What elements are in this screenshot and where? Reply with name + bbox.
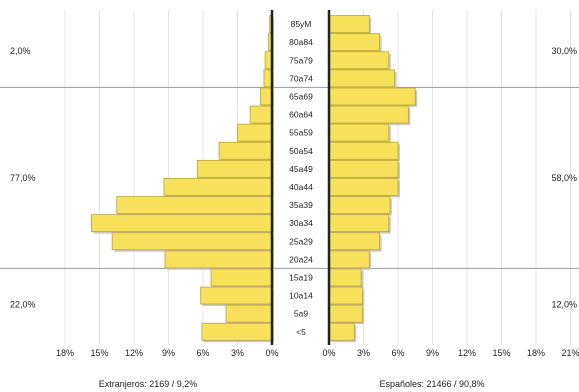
bar-extranjeros [91,214,273,233]
band-share-left: 2,0% [10,46,31,56]
age-group-label: <5 [296,327,306,337]
bar-extranjeros [201,322,273,341]
age-group-label: 50a54 [289,146,313,156]
age-group-label: 75a79 [289,55,313,65]
x-tick-left: 18% [56,348,74,358]
bar-espanoles [328,141,399,160]
bar-espanoles [328,15,370,33]
age-group-label: 45a49 [289,164,313,174]
age-group-label: 40a44 [289,182,313,192]
bar-espanoles [328,250,370,269]
bar-extranjeros [210,268,273,287]
x-tick-left: 6% [196,348,209,358]
bar-extranjeros [111,232,273,251]
age-band-lines [0,86,579,269]
x-tick-left: 0% [265,348,278,358]
x-tick-right: 9% [426,348,439,358]
x-tick-right: 21% [561,348,579,358]
x-tick-left: 15% [90,348,108,358]
bar-espanoles [328,178,399,196]
x-tick-right: 12% [458,348,476,358]
age-group-label: 80a84 [289,37,313,47]
age-group-label: 5a9 [294,309,308,319]
x-tick-right: 18% [527,348,545,358]
x-tick-right: 0% [322,348,335,358]
bar-espanoles [328,33,380,52]
labels: 18% 15% 12% 9% 6% 3% 0% 0% 3% 6% 9% 12% 15% 18% 21% 2,0… [10,10,579,358]
bar-espanoles [328,69,395,88]
bar-espanoles [328,196,391,214]
bar-espanoles [328,214,390,233]
age-group-label: 30a34 [289,218,313,228]
bar-extranjeros [237,123,273,142]
bar-espanoles [328,159,399,178]
bar-extranjeros [200,286,273,305]
right-series-label: Españoles: 21466 / 90,8% [379,379,484,389]
x-tick-right: 15% [492,348,510,358]
x-tick-left: 3% [231,348,244,358]
bar-extranjeros [164,250,273,269]
age-group-label: 65a69 [289,91,313,101]
bar-espanoles [328,304,363,323]
age-group-label: 10a14 [289,291,313,301]
x-tick-left: 12% [125,348,143,358]
bars [91,15,418,343]
bar-espanoles [328,123,390,142]
x-tick-right: 3% [357,348,370,358]
bar-espanoles [328,268,362,287]
band-share-right: 58,0% [551,173,577,183]
age-group-label: 85yM [291,19,312,29]
band-share-left: 22,0% [10,300,36,310]
bar-extranjeros [116,196,273,214]
bar-espanoles [328,286,363,305]
bar-extranjeros [225,304,273,323]
age-group-label: 60a64 [289,110,313,120]
bar-extranjeros [260,87,273,106]
bar-extranjeros [218,141,273,160]
band-share-left: 77,0% [10,173,36,183]
age-group-label: 35a39 [289,200,313,210]
x-tick-right: 6% [391,348,404,358]
grid [64,10,571,345]
age-group-label: 55a59 [289,128,313,138]
bar-espanoles [328,51,390,70]
bar-espanoles [328,322,355,341]
band-share-right: 12,0% [551,300,577,310]
bar-espanoles [328,87,416,106]
left-series-label: Extranjeros: 2169 / 9,2% [99,379,198,389]
age-group-label: 20a24 [289,254,313,264]
bar-extranjeros [163,178,273,196]
x-tick-left: 9% [162,348,175,358]
age-group-label: 25a29 [289,236,313,246]
age-group-label: 15a19 [289,272,313,282]
age-group-label: 70a74 [289,73,313,83]
bar-extranjeros [249,105,273,124]
band-share-right: 30,0% [551,46,577,56]
bar-extranjeros [196,159,273,178]
bar-espanoles [328,105,409,124]
bar-espanoles [328,232,380,251]
